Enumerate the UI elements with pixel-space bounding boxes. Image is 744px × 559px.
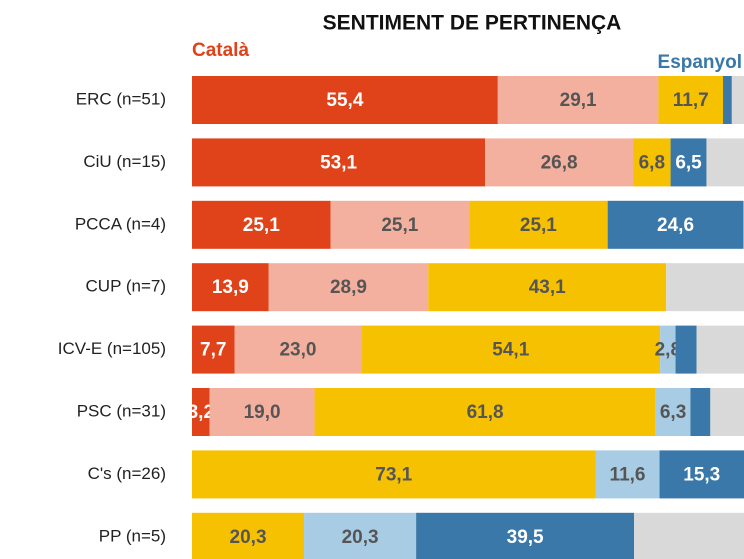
value-label: 25,1 <box>520 215 557 236</box>
value-label: 39,5 <box>507 527 544 548</box>
value-label: 73,1 <box>375 464 412 485</box>
bar-segment <box>469 200 608 249</box>
value-label: 20,3 <box>230 527 267 548</box>
bar-segment <box>696 325 744 374</box>
category-label: ERC (n=51) <box>76 89 166 108</box>
bar-segment <box>710 388 744 436</box>
bar-segment <box>690 388 711 436</box>
value-label: 25,1 <box>381 215 418 236</box>
value-label: 54,1 <box>492 340 529 361</box>
bar-segment <box>192 512 305 559</box>
bar-segment <box>485 138 634 187</box>
bar-segment <box>659 450 744 499</box>
bar-segment <box>497 76 659 124</box>
bar-segment <box>428 263 667 312</box>
bar-segment <box>192 388 210 436</box>
value-label: 13,9 <box>212 277 249 298</box>
value-label: 3,2 <box>188 402 214 423</box>
value-label: 29,1 <box>560 90 597 111</box>
bar-segment <box>361 325 661 374</box>
value-label: 43,1 <box>529 277 566 298</box>
bar-segment <box>192 263 269 312</box>
bar-segment <box>723 76 732 124</box>
bar-segment <box>192 450 596 499</box>
value-label: 23,0 <box>279 340 316 361</box>
bar-segment <box>192 76 498 124</box>
bar-segment <box>731 76 744 124</box>
legend-right: Espanyol <box>658 52 742 73</box>
category-label: CUP (n=7) <box>86 277 166 296</box>
value-label: 28,9 <box>330 277 367 298</box>
bar-segment <box>209 388 315 436</box>
category-label: CiU (n=15) <box>83 152 166 171</box>
bar-segment <box>192 138 486 187</box>
bar-segment <box>658 76 724 124</box>
bar-segment <box>330 200 470 249</box>
value-label: 2,8 <box>655 340 681 361</box>
bar-segment <box>655 388 691 436</box>
value-label: 11,7 <box>673 90 709 111</box>
category-label: PSC (n=31) <box>77 401 166 420</box>
bar-segment <box>607 200 744 249</box>
chart-title: SENTIMENT DE PERTINENÇA <box>323 12 622 35</box>
category-label: PCCA (n=4) <box>75 214 166 233</box>
value-label: 7,7 <box>200 340 226 361</box>
bar-segment <box>234 325 362 374</box>
value-label: 61,8 <box>467 402 504 423</box>
bar-segment <box>268 263 429 312</box>
value-label: 26,8 <box>541 152 578 173</box>
value-label: 53,1 <box>320 152 357 173</box>
bar-segment <box>633 138 671 187</box>
category-label: ICV-E (n=105) <box>58 339 166 358</box>
value-label: 24,6 <box>657 215 694 236</box>
value-label: 6,3 <box>660 402 686 423</box>
value-label: 15,3 <box>683 464 720 485</box>
bar-segment <box>706 138 744 187</box>
value-label: 25,1 <box>243 215 280 236</box>
value-label: 6,8 <box>639 152 665 173</box>
value-label: 19,0 <box>244 402 281 423</box>
bar-segment <box>595 450 660 499</box>
bar-segment <box>660 325 676 374</box>
bar-segment <box>670 138 707 187</box>
value-label: 11,6 <box>610 464 646 485</box>
value-label: 55,4 <box>326 90 363 111</box>
bar-segment <box>416 512 635 559</box>
bar-segment <box>666 263 744 312</box>
value-label: 6,5 <box>675 152 702 173</box>
bar-segment <box>192 325 235 374</box>
category-label: C's (n=26) <box>88 464 166 483</box>
bar-segment <box>314 388 656 436</box>
bar-segment <box>675 325 697 374</box>
value-label: 20,3 <box>342 527 379 548</box>
legend-left: Català <box>192 40 249 61</box>
bar-segment <box>304 512 417 559</box>
category-label: PP (n=5) <box>99 526 166 545</box>
bar-segment <box>192 200 331 249</box>
bar-segment <box>634 512 744 559</box>
